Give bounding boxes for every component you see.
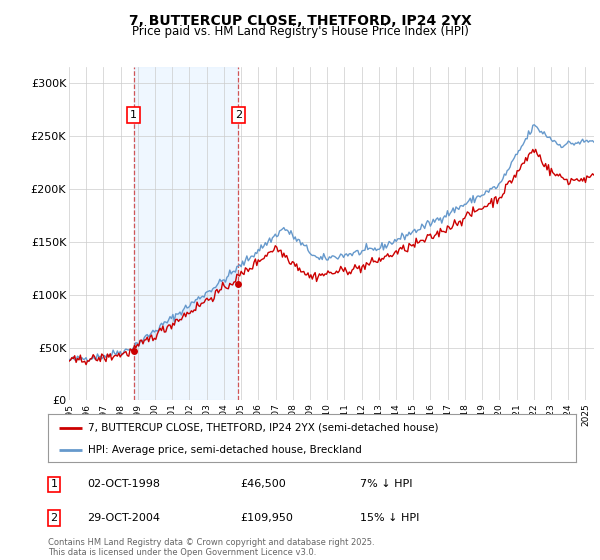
Text: 7, BUTTERCUP CLOSE, THETFORD, IP24 2YX (semi-detached house): 7, BUTTERCUP CLOSE, THETFORD, IP24 2YX (…	[88, 423, 438, 433]
Text: Price paid vs. HM Land Registry's House Price Index (HPI): Price paid vs. HM Land Registry's House …	[131, 25, 469, 38]
Text: £109,950: £109,950	[240, 513, 293, 523]
Text: 1: 1	[50, 479, 58, 489]
Text: 7, BUTTERCUP CLOSE, THETFORD, IP24 2YX: 7, BUTTERCUP CLOSE, THETFORD, IP24 2YX	[128, 14, 472, 28]
Text: 02-OCT-1998: 02-OCT-1998	[87, 479, 160, 489]
Text: 2: 2	[235, 110, 242, 120]
Text: 1: 1	[130, 110, 137, 120]
Text: £46,500: £46,500	[240, 479, 286, 489]
Text: 7% ↓ HPI: 7% ↓ HPI	[360, 479, 413, 489]
Bar	[134, 67, 238, 400]
Text: 15% ↓ HPI: 15% ↓ HPI	[360, 513, 419, 523]
Text: 29-OCT-2004: 29-OCT-2004	[87, 513, 160, 523]
Text: Contains HM Land Registry data © Crown copyright and database right 2025.
This d: Contains HM Land Registry data © Crown c…	[48, 538, 374, 557]
Text: HPI: Average price, semi-detached house, Breckland: HPI: Average price, semi-detached house,…	[88, 445, 361, 455]
Text: 2: 2	[50, 513, 58, 523]
